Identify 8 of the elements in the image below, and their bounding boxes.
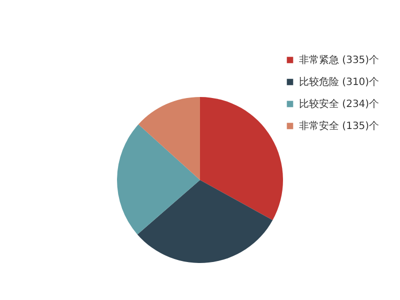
pie-slice [138, 97, 200, 180]
pie-slice [137, 180, 273, 263]
pie-slice [117, 124, 200, 234]
legend-label: 非常安全 (135)个 [299, 120, 380, 132]
legend-label: 非常紧急 (335)个 [299, 54, 380, 66]
pie-slice [200, 97, 283, 220]
legend-label: 比较安全 (234)个 [299, 98, 380, 110]
legend-label: 比较危险 (310)个 [299, 76, 380, 88]
